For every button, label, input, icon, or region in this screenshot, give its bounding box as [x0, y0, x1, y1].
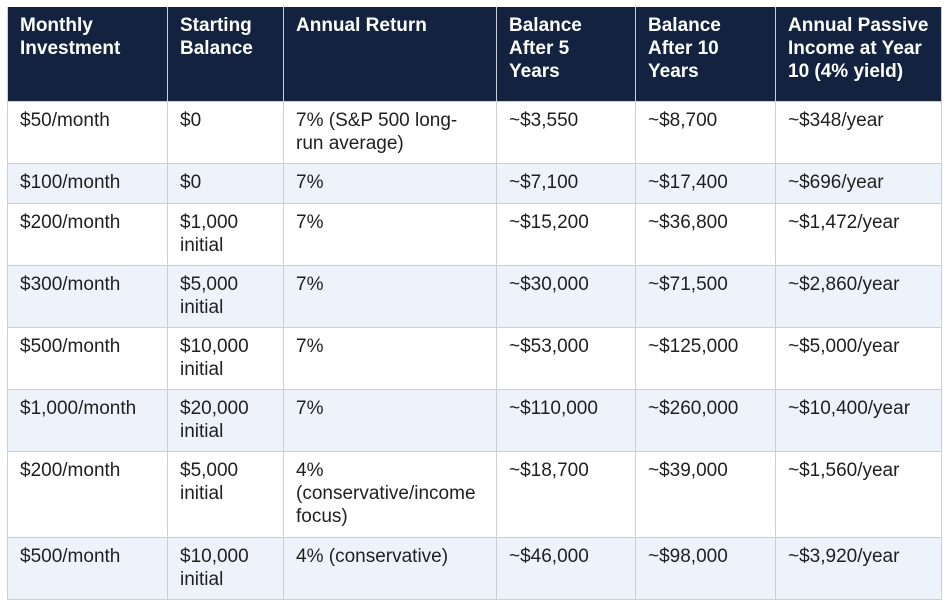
table-row: $200/month $5,000 initial 4% (conservati…	[7, 450, 942, 538]
table-row: $1,000/month $20,000 initial 7% ~$110,00…	[7, 388, 942, 452]
cell-balance-5-years: ~$110,000	[496, 388, 636, 452]
cell-starting-balance: $0	[167, 100, 284, 164]
cell-annual-passive-income: ~$10,400/year	[775, 388, 942, 452]
table-row: $100/month $0 7% ~$7,100 ~$17,400 ~$696/…	[7, 162, 942, 204]
header-starting-balance: Starting Balance	[167, 7, 284, 101]
cell-balance-5-years: ~$53,000	[496, 326, 636, 390]
cell-annual-passive-income: ~$1,472/year	[775, 202, 942, 266]
cell-balance-10-years: ~$260,000	[635, 388, 776, 452]
cell-starting-balance: $5,000 initial	[167, 264, 284, 328]
table-row: $50/month $0 7% (S&P 500 long-run averag…	[7, 100, 942, 164]
cell-balance-10-years: ~$17,400	[635, 162, 776, 204]
cell-balance-10-years: ~$8,700	[635, 100, 776, 164]
cell-monthly-investment: $500/month	[7, 536, 168, 600]
investment-growth-table: Monthly Investment Starting Balance Annu…	[7, 7, 942, 600]
cell-annual-return: 7%	[283, 326, 497, 390]
table-header-row: Monthly Investment Starting Balance Annu…	[7, 7, 942, 101]
cell-monthly-investment: $200/month	[7, 450, 168, 538]
table-row: $200/month $1,000 initial 7% ~$15,200 ~$…	[7, 202, 942, 266]
cell-annual-passive-income: ~$5,000/year	[775, 326, 942, 390]
cell-annual-return: 7%	[283, 162, 497, 204]
cell-monthly-investment: $500/month	[7, 326, 168, 390]
cell-annual-return: 7%	[283, 202, 497, 266]
cell-monthly-investment: $300/month	[7, 264, 168, 328]
header-annual-passive-income: Annual Passive Income at Year 10 (4% yie…	[775, 7, 942, 101]
cell-starting-balance: $20,000 initial	[167, 388, 284, 452]
header-balance-5-years: Balance After 5 Years	[496, 7, 636, 101]
header-monthly-investment: Monthly Investment	[7, 7, 168, 101]
cell-starting-balance: $10,000 initial	[167, 326, 284, 390]
cell-annual-return: 7%	[283, 388, 497, 452]
cell-balance-10-years: ~$39,000	[635, 450, 776, 538]
cell-annual-passive-income: ~$348/year	[775, 100, 942, 164]
table-row: $500/month $10,000 initial 7% ~$53,000 ~…	[7, 326, 942, 390]
cell-monthly-investment: $50/month	[7, 100, 168, 164]
cell-balance-5-years: ~$15,200	[496, 202, 636, 266]
cell-balance-5-years: ~$3,550	[496, 100, 636, 164]
cell-balance-5-years: ~$30,000	[496, 264, 636, 328]
cell-monthly-investment: $100/month	[7, 162, 168, 204]
cell-balance-5-years: ~$46,000	[496, 536, 636, 600]
cell-balance-10-years: ~$36,800	[635, 202, 776, 266]
table-row: $500/month $10,000 initial 4% (conservat…	[7, 536, 942, 600]
cell-starting-balance: $10,000 initial	[167, 536, 284, 600]
cell-annual-return: 4% (conservative)	[283, 536, 497, 600]
cell-annual-passive-income: ~$1,560/year	[775, 450, 942, 538]
cell-annual-return: 4% (conservative/income focus)	[283, 450, 497, 538]
cell-annual-return: 7%	[283, 264, 497, 328]
cell-annual-passive-income: ~$696/year	[775, 162, 942, 204]
cell-monthly-investment: $1,000/month	[7, 388, 168, 452]
header-annual-return: Annual Return	[283, 7, 497, 101]
cell-annual-passive-income: ~$3,920/year	[775, 536, 942, 600]
cell-starting-balance: $1,000 initial	[167, 202, 284, 266]
cell-balance-10-years: ~$71,500	[635, 264, 776, 328]
cell-balance-5-years: ~$7,100	[496, 162, 636, 204]
cell-balance-10-years: ~$98,000	[635, 536, 776, 600]
cell-annual-passive-income: ~$2,860/year	[775, 264, 942, 328]
cell-balance-10-years: ~$125,000	[635, 326, 776, 390]
table-row: $300/month $5,000 initial 7% ~$30,000 ~$…	[7, 264, 942, 328]
cell-annual-return: 7% (S&P 500 long-run average)	[283, 100, 497, 164]
cell-starting-balance: $0	[167, 162, 284, 204]
investment-table-container: Monthly Investment Starting Balance Annu…	[7, 7, 942, 600]
cell-monthly-investment: $200/month	[7, 202, 168, 266]
cell-starting-balance: $5,000 initial	[167, 450, 284, 538]
cell-balance-5-years: ~$18,700	[496, 450, 636, 538]
header-balance-10-years: Balance After 10 Years	[635, 7, 776, 101]
